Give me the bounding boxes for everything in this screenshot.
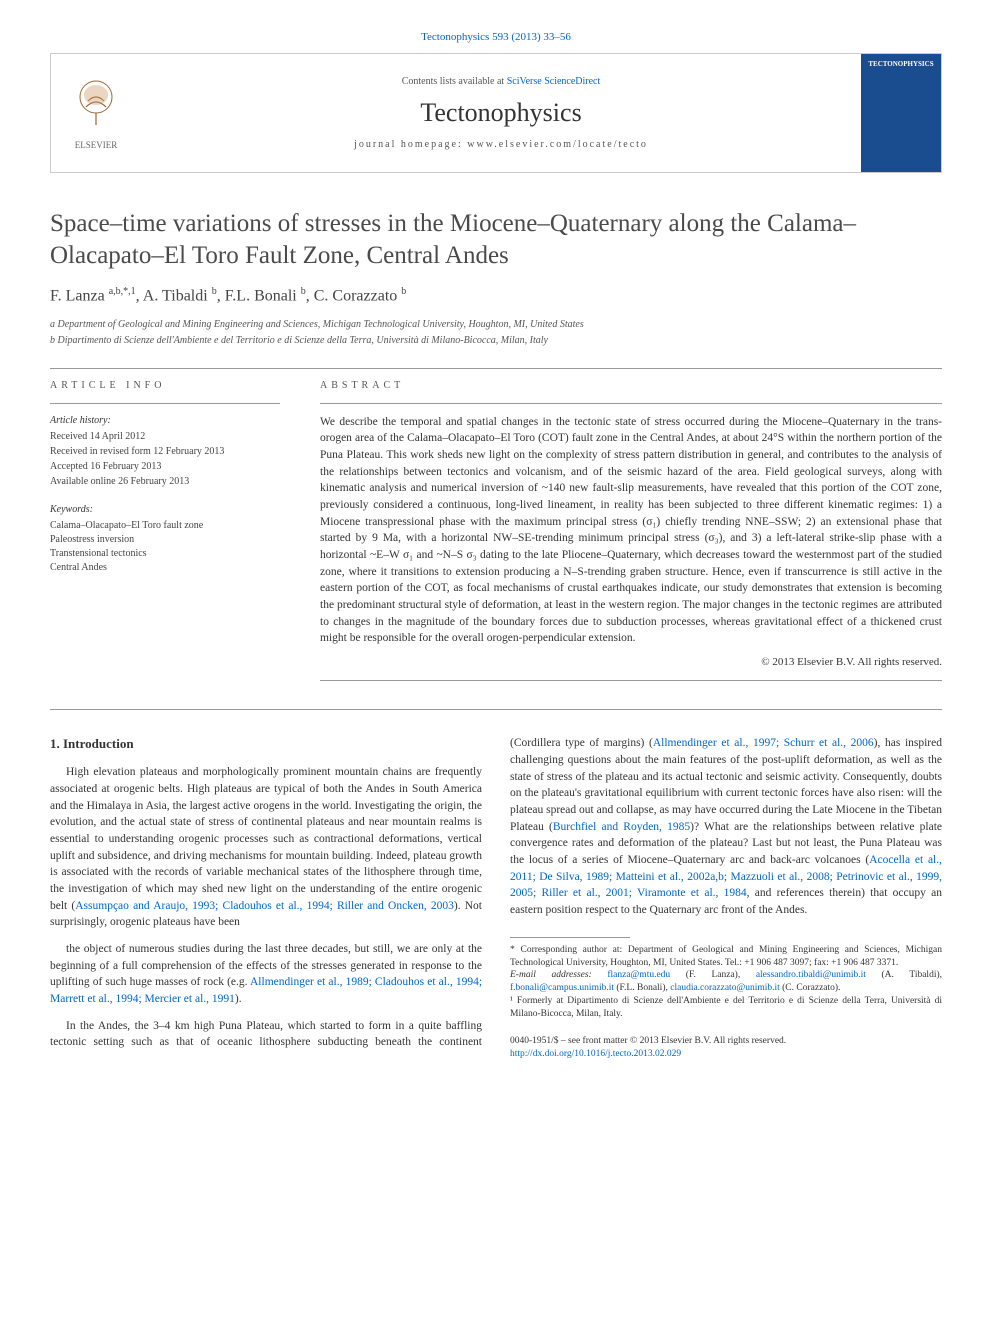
email-addresses: E-mail addresses: flanza@mtu.edu (F. Lan… [510,969,942,995]
doi-link[interactable]: http://dx.doi.org/10.1016/j.tecto.2013.0… [510,1049,681,1059]
affiliation-item: b Dipartimento di Scienze dell'Ambiente … [50,334,942,348]
email-link[interactable]: f.bonali@campus.unimib.it [510,983,614,993]
divider [50,709,942,710]
cover-label: TECTONOPHYSICS [868,60,933,70]
history-item: Accepted 16 February 2013 [50,460,280,474]
footer-copyright: 0040-1951/$ – see front matter © 2013 El… [510,1035,942,1063]
front-matter-line: 0040-1951/$ – see front matter © 2013 El… [510,1035,942,1049]
publisher-logo: ELSEVIER [51,54,141,172]
email-link[interactable]: flanza@mtu.edu [607,970,670,980]
history-item: Received 14 April 2012 [50,430,280,444]
history-item: Available online 26 February 2013 [50,475,280,489]
journal-reference: Tectonophysics 593 (2013) 33–56 [50,30,942,45]
keyword-item: Central Andes [50,561,280,575]
journal-header: ELSEVIER Contents lists available at Sci… [50,53,942,173]
authors-line: F. Lanza a,b,*,1, A. Tibaldi b, F.L. Bon… [50,285,942,308]
abstract-heading: ABSTRACT [320,379,942,393]
email-link[interactable]: alessandro.tibaldi@unimib.it [756,970,866,980]
article-info-column: ARTICLE INFO Article history: Received 1… [50,379,280,692]
footnotes: * Corresponding author at: Department of… [510,944,942,1021]
body-paragraph: High elevation plateaus and morphologica… [50,764,482,931]
publisher-name: ELSEVIER [75,139,118,152]
article-title: Space–time variations of stresses in the… [50,208,942,271]
abstract-text: We describe the temporal and spatial cha… [320,414,942,647]
divider [50,368,942,369]
journal-title-block: Contents lists available at SciVerse Sci… [141,54,861,172]
affiliations: a Department of Geological and Mining En… [50,318,942,348]
affiliation-item: a Department of Geological and Mining En… [50,318,942,332]
article-meta-row: ARTICLE INFO Article history: Received 1… [50,379,942,692]
journal-homepage: journal homepage: www.elsevier.com/locat… [141,138,861,152]
email-link[interactable]: claudia.corazzato@unimib.it [670,983,780,993]
homepage-prefix: journal homepage: [354,139,467,150]
abstract-column: ABSTRACT We describe the temporal and sp… [320,379,942,692]
corresponding-author-note: * Corresponding author at: Department of… [510,944,942,970]
body-paragraph: the object of numerous studies during th… [50,941,482,1008]
elsevier-tree-icon [66,75,126,135]
divider [50,403,280,404]
keyword-item: Transtensional tectonics [50,547,280,561]
keyword-item: Calama–Olacapato–El Toro fault zone [50,519,280,533]
contents-list-line: Contents lists available at SciVerse Sci… [141,75,861,89]
copyright-line: © 2013 Elsevier B.V. All rights reserved… [320,655,942,670]
divider [320,680,942,681]
journal-cover-thumbnail: TECTONOPHYSICS [861,54,941,172]
body-text: 1. Introduction High elevation plateaus … [50,735,942,1062]
contents-prefix: Contents lists available at [402,76,507,87]
article-info-heading: ARTICLE INFO [50,379,280,393]
divider [320,403,942,404]
footnote-divider [510,937,630,938]
formerly-note: ¹ Formerly at Dipartimento di Scienze de… [510,995,942,1021]
history-item: Received in revised form 12 February 201… [50,445,280,459]
keyword-item: Paleostress inversion [50,533,280,547]
section-heading: 1. Introduction [50,735,482,754]
keywords-label: Keywords: [50,503,280,517]
history-label: Article history: [50,414,280,428]
homepage-url[interactable]: www.elsevier.com/locate/tecto [467,139,648,150]
journal-name: Tectonophysics [141,95,861,131]
sciencedirect-link[interactable]: SciVerse ScienceDirect [507,76,601,87]
